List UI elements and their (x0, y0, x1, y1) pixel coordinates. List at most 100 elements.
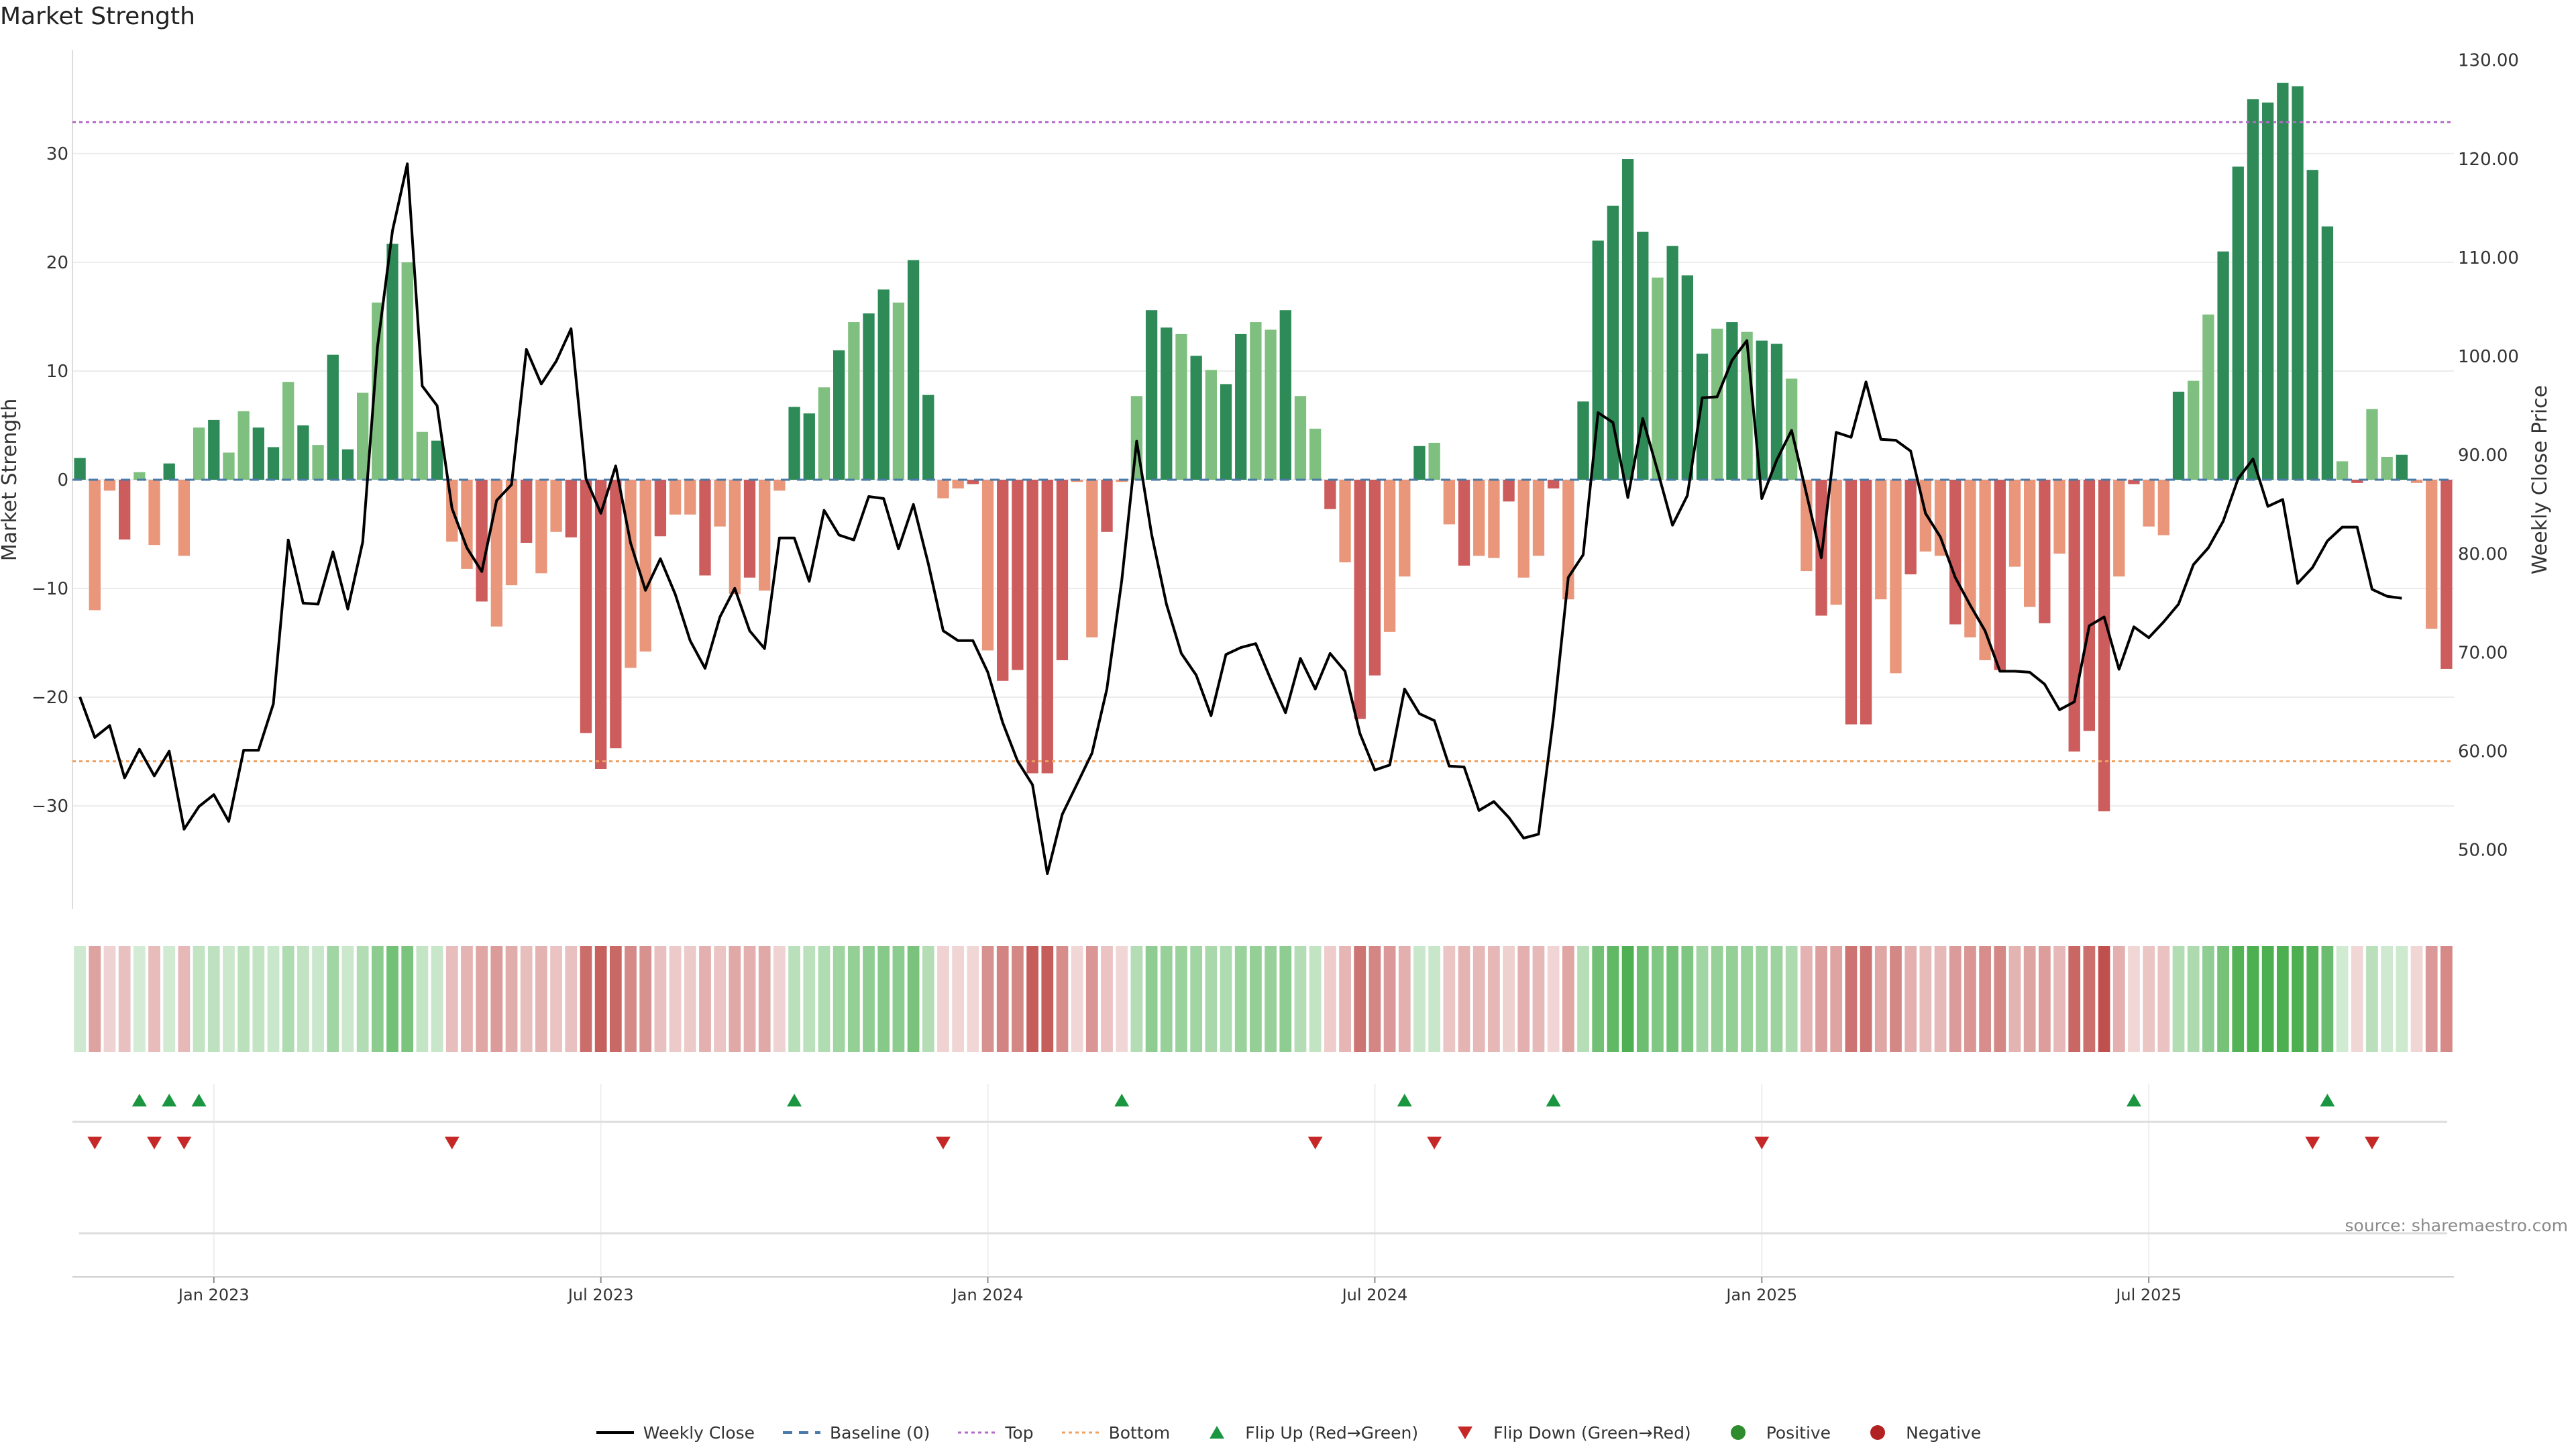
strength-strip-cell (2157, 946, 2170, 1052)
strength-bar (2366, 409, 2378, 480)
strength-strip-cell (2038, 946, 2051, 1052)
strength-bar (565, 480, 577, 537)
strength-bar (1116, 480, 1128, 482)
strength-bar (714, 480, 726, 527)
strength-bar (803, 413, 815, 480)
strength-strip-cell (356, 946, 369, 1052)
strength-bar (401, 262, 413, 480)
strength-bar (1145, 310, 1158, 480)
strength-strip-cell (2321, 946, 2334, 1052)
strength-strip-cell (981, 946, 994, 1052)
strength-strip-cell (892, 946, 905, 1052)
strength-strip-cell (2261, 946, 2274, 1052)
strength-bar (1190, 356, 1202, 480)
strength-strip-cell (2381, 946, 2394, 1052)
strength-strip-cell (639, 946, 652, 1052)
strength-strip-cell (178, 946, 191, 1052)
strength-bar (2336, 461, 2349, 480)
y-right-tick-label: 60.00 (2458, 742, 2508, 762)
strength-bar (2440, 480, 2453, 669)
strength-strip-cell (1383, 946, 1396, 1052)
legend-swatch-flip_up (1210, 1426, 1225, 1439)
strength-strip-cell (1711, 946, 1723, 1052)
strength-bar (461, 480, 473, 569)
strength-bar (1473, 480, 1485, 556)
strength-strip-cell (371, 946, 384, 1052)
strength-bar (74, 458, 86, 480)
strength-bar (1041, 480, 1053, 774)
strength-strip-cell (2440, 946, 2453, 1052)
strength-strip-cell (1190, 946, 1203, 1052)
strength-strip-cell (1472, 946, 1485, 1052)
strength-strip-cell (312, 946, 324, 1052)
strength-strip-cell (1354, 946, 1366, 1052)
legend-label: Flip Down (Green→Red) (1493, 1422, 1691, 1443)
strength-bar (312, 445, 324, 480)
strength-bar (1235, 333, 1247, 480)
strength-strip-cell (1607, 946, 1619, 1052)
strength-bar (1265, 329, 1277, 480)
flip-down-marker (1754, 1137, 1770, 1149)
strength-strip-cell (714, 946, 727, 1052)
strength-bar (892, 302, 905, 480)
strength-bar (2039, 480, 2051, 623)
strength-bar (2098, 480, 2110, 812)
strength-strip-cell (1964, 946, 1976, 1052)
legend-swatch-baseline (783, 1431, 821, 1434)
strength-strip-cell (1398, 946, 1411, 1052)
strength-bar (1309, 428, 1322, 480)
strength-strip-cell (1949, 946, 1962, 1052)
strength-strip-cell (1160, 946, 1173, 1052)
flip-up-marker (2320, 1094, 2335, 1106)
strength-strip-cell (773, 946, 786, 1052)
strength-strip-cell (1101, 946, 1113, 1052)
strength-strip-cell (386, 946, 398, 1052)
strength-strip-cell (2172, 946, 2185, 1052)
strength-bar (89, 480, 101, 611)
strength-bar (1443, 480, 1455, 525)
strength-bar (2321, 226, 2334, 480)
strength-bar (133, 472, 146, 480)
y-left-tick-label: −10 (32, 579, 68, 599)
strength-strip-cell (743, 946, 756, 1052)
strength-bar (1621, 159, 1634, 480)
strength-strip-cell (2232, 946, 2245, 1052)
strength-strip-cell (2143, 946, 2155, 1052)
strength-strip-cell (2023, 946, 2036, 1052)
strength-bar (729, 480, 741, 594)
flip-up-marker (191, 1094, 207, 1106)
strength-strip-cell (847, 946, 860, 1052)
strength-bar (1071, 480, 1083, 482)
strength-strip-cell (1756, 946, 1768, 1052)
x-tick-label: Jan 2024 (951, 1286, 1024, 1304)
strength-bar (937, 480, 949, 499)
flip-down-marker (2364, 1137, 2379, 1149)
strength-bar (1220, 384, 1232, 480)
strength-bar (1383, 480, 1396, 632)
strength-strip-cell (490, 946, 503, 1052)
legend-label: Weekly Close (643, 1422, 755, 1443)
strength-bar (1875, 480, 1887, 600)
flip-down-marker (935, 1137, 951, 1149)
strength-strip-cell (1443, 946, 1456, 1052)
strength-bar (2351, 480, 2363, 483)
y-left-tick-label: 10 (46, 362, 68, 382)
strength-strip-cell (1592, 946, 1605, 1052)
strength-strip-cell (327, 946, 339, 1052)
strength-bar (1368, 480, 1381, 676)
strength-bar (2262, 102, 2274, 480)
strength-strip-cell (133, 946, 146, 1052)
legend-label: Bottom (1108, 1422, 1171, 1443)
strength-strip-cell (863, 946, 875, 1052)
strength-bar (1681, 275, 1693, 480)
x-tick-label: Jan 2025 (1725, 1286, 1797, 1304)
strength-strip-cell (431, 946, 443, 1052)
flip-up-marker (787, 1094, 802, 1106)
flip-down-marker (176, 1137, 192, 1149)
strength-bar (877, 289, 890, 480)
strength-bar (103, 480, 116, 491)
strength-bar (1086, 480, 1098, 637)
strength-bar (163, 463, 175, 480)
strength-strip-cell (1770, 946, 1783, 1052)
